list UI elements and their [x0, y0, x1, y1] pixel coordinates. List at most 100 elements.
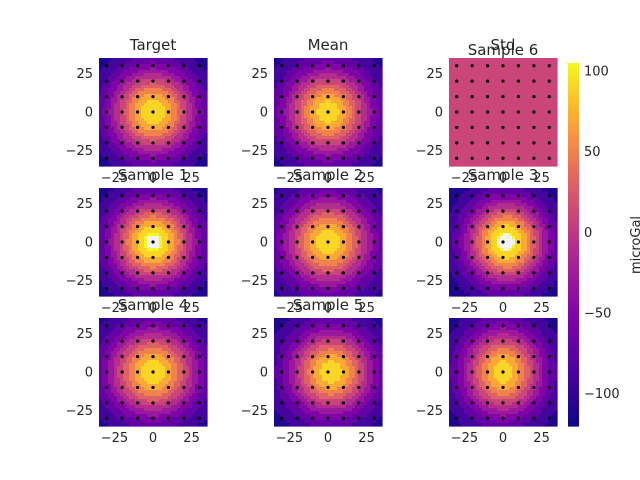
heatmap-cell: [159, 64, 163, 68]
heatmap-cell: [509, 58, 513, 62]
heatmap-cell: [521, 130, 525, 134]
heatmap-cell: [530, 124, 534, 128]
heatmap-cell: [174, 239, 178, 243]
heatmap-cell: [512, 148, 516, 152]
heatmap-cell: [159, 197, 163, 201]
heatmap-cell: [126, 254, 130, 258]
heatmap-cell: [132, 151, 136, 155]
heatmap-cell: [144, 242, 148, 246]
heatmap-cell: [174, 154, 178, 158]
heatmap-cell: [539, 112, 543, 116]
heatmap-cell: [479, 151, 483, 155]
heatmap-cell: [162, 254, 166, 258]
heatmap-cell: [364, 73, 368, 77]
heatmap-cell: [123, 82, 127, 86]
heatmap-cell: [138, 188, 142, 192]
heatmap-cell: [467, 139, 471, 143]
heatmap-cell: [539, 127, 543, 131]
heatmap-cell: [292, 85, 296, 89]
heatmap-cell: [126, 239, 130, 243]
heatmap-cell: [138, 142, 142, 146]
heatmap-cell: [497, 94, 501, 98]
heatmap-cell: [117, 133, 121, 137]
heatmap-cell: [141, 130, 145, 134]
heatmap-cell: [102, 94, 106, 98]
heatmap-cell: [295, 121, 299, 125]
heatmap-cell: [174, 221, 178, 225]
heatmap-cell: [518, 58, 522, 62]
heatmap-cell: [319, 103, 323, 107]
heatmap-cell: [144, 76, 148, 80]
heatmap-cell: [150, 163, 154, 167]
heatmap-cell: [120, 197, 124, 201]
heatmap-cell: [449, 127, 453, 131]
heatmap-cell: [482, 103, 486, 107]
heatmap-cell: [186, 148, 190, 152]
heatmap-cell: [117, 67, 121, 71]
heatmap-cell: [171, 61, 175, 65]
heatmap-cell: [111, 151, 115, 155]
heatmap-cell: [111, 251, 115, 255]
heatmap-cell: [177, 100, 181, 104]
heatmap-cell: [120, 121, 124, 125]
heatmap-cell: [111, 106, 115, 110]
heatmap-cell: [156, 236, 160, 240]
heatmap-cell: [343, 112, 347, 116]
heatmap-cell: [162, 124, 166, 128]
heatmap-cell: [126, 233, 130, 237]
heatmap-cell: [554, 82, 558, 86]
heatmap-cell: [114, 139, 118, 143]
heatmap-cell: [503, 58, 507, 62]
heatmap-cell: [174, 251, 178, 255]
heatmap-cell: [105, 124, 109, 128]
heatmap-cell: [503, 61, 507, 65]
heatmap-cell: [171, 139, 175, 143]
heatmap-cell: [141, 106, 145, 110]
heatmap-cell: [325, 130, 329, 134]
heatmap-cell: [301, 109, 305, 113]
heatmap-cell: [156, 73, 160, 77]
heatmap-cell: [183, 58, 187, 62]
heatmap-cell: [168, 91, 172, 95]
heatmap-cell: [129, 64, 133, 68]
heatmap-cell: [319, 61, 323, 65]
station-point: [516, 125, 521, 130]
heatmap-cell: [105, 73, 109, 77]
heatmap-cell: [364, 121, 368, 125]
heatmap-cell: [521, 112, 525, 116]
heatmap-cell: [114, 115, 118, 119]
heatmap-cell: [141, 136, 145, 140]
heatmap-cell: [319, 73, 323, 77]
heatmap-cell: [301, 79, 305, 83]
heatmap-cell: [99, 100, 103, 104]
heatmap-cell: [144, 257, 148, 261]
heatmap-cell: [452, 157, 456, 161]
heatmap-cell: [539, 160, 543, 164]
heatmap-cell: [153, 163, 157, 167]
heatmap-cell: [316, 70, 320, 74]
heatmap-cell: [289, 91, 293, 95]
heatmap-cell: [144, 157, 148, 161]
station-point: [105, 79, 109, 83]
heatmap-cell: [530, 64, 534, 68]
heatmap-cell: [476, 112, 480, 116]
heatmap-cell: [524, 145, 528, 149]
heatmap-cell: [117, 242, 121, 246]
heatmap-cell: [99, 109, 103, 113]
heatmap-cell: [524, 151, 528, 155]
heatmap-cell: [189, 112, 193, 116]
heatmap-cell: [150, 61, 154, 65]
heatmap-cell: [165, 142, 169, 146]
heatmap-cell: [286, 133, 290, 137]
heatmap-cell: [313, 97, 317, 101]
heatmap-cell: [494, 142, 498, 146]
heatmap-cell: [461, 124, 465, 128]
heatmap-cell: [102, 263, 106, 267]
heatmap-cell: [171, 76, 175, 80]
station-point: [105, 110, 109, 114]
heatmap-cell: [108, 290, 112, 294]
heatmap-cell: [488, 82, 492, 86]
heatmap-cell: [180, 151, 184, 155]
heatmap-cell: [485, 70, 489, 74]
heatmap-cell: [129, 109, 133, 113]
